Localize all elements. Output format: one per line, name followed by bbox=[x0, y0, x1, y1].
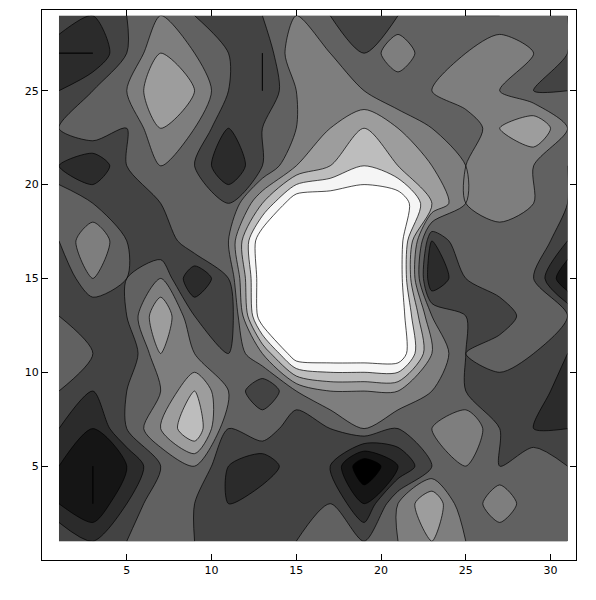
svg-text:15: 15 bbox=[289, 564, 303, 577]
svg-text:20: 20 bbox=[374, 564, 388, 577]
svg-text:10: 10 bbox=[25, 366, 39, 379]
svg-text:15: 15 bbox=[25, 272, 39, 285]
svg-text:20: 20 bbox=[25, 178, 39, 191]
svg-text:25: 25 bbox=[459, 564, 473, 577]
svg-text:5: 5 bbox=[123, 564, 130, 577]
svg-text:5: 5 bbox=[32, 460, 39, 473]
svg-text:10: 10 bbox=[205, 564, 219, 577]
svg-text:30: 30 bbox=[544, 564, 558, 577]
svg-text:25: 25 bbox=[25, 85, 39, 98]
